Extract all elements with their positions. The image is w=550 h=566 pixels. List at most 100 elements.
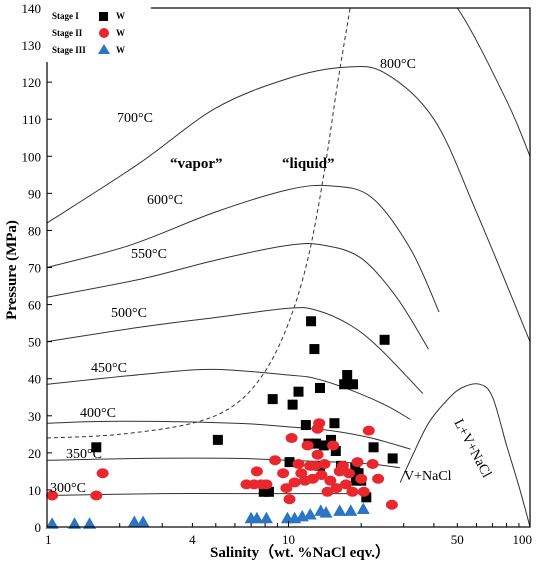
- y-tick-label-130: 130: [22, 38, 42, 53]
- point-stage-2-26: [321, 486, 334, 497]
- point-stage-1-25: [353, 468, 364, 479]
- axes: 0 10 20 30 40 50 60 70 80 90 100 110 120 130 140 1 4 10 50…: [22, 1, 533, 547]
- point-stage-3-16: [356, 502, 370, 514]
- legend-stage-2-marker: [99, 28, 109, 38]
- point-stage-2-38: [362, 425, 375, 436]
- point-stage-1-8: [300, 420, 311, 431]
- label-l-v-nacl: L+V+NaCl: [450, 417, 493, 481]
- label-300c: 300°C: [50, 481, 86, 496]
- legend-stage-3-label: Stage III: [52, 45, 86, 55]
- point-stage-2-13: [288, 477, 301, 488]
- isotherm-600c: [47, 184, 440, 313]
- point-stage-1-3: [267, 394, 278, 405]
- point-stage-3-3: [127, 515, 141, 527]
- point-stage-2-14: [292, 458, 305, 469]
- point-stage-2-34: [346, 486, 359, 497]
- point-stage-2-2: [96, 468, 109, 479]
- label-350c: 350°C: [66, 447, 102, 462]
- label-450c: 450°C: [91, 361, 127, 376]
- y-tick-label-70: 70: [28, 261, 41, 276]
- point-stage-3-13: [319, 506, 333, 518]
- label-vapor: “vapor”: [170, 156, 223, 172]
- point-stage-1-15: [318, 440, 329, 451]
- point-stage-3-7: [259, 511, 273, 524]
- point-stage-3-11: [303, 508, 317, 520]
- y-tick-label-100: 100: [22, 149, 42, 164]
- point-stage-3-1: [68, 517, 82, 529]
- point-stage-1-20: [339, 379, 350, 390]
- point-stage-2-1: [90, 490, 103, 501]
- point-stage-1-22: [348, 379, 359, 390]
- point-stage-1-10: [306, 316, 317, 327]
- point-stage-2-7: [260, 479, 273, 490]
- y-tick-label-0: 0: [35, 520, 42, 535]
- label-600c: 600°C: [147, 193, 183, 208]
- isotherm-500c: [47, 307, 424, 394]
- y-axis-title: Pressure (MPa): [4, 220, 20, 320]
- point-stage-3-14: [333, 504, 347, 516]
- label-800c: 800°C: [380, 57, 416, 72]
- point-stage-2-20: [309, 460, 322, 471]
- label-v-nacl: V+NaCl: [404, 469, 452, 484]
- y-tick-label-20: 20: [28, 446, 41, 461]
- label-550c: 550°C: [131, 247, 167, 262]
- legend-stage-1-mineral: W: [116, 11, 125, 21]
- point-stage-2-33: [342, 468, 355, 479]
- point-stage-2-35: [351, 457, 364, 468]
- point-stage-1-11: [309, 344, 320, 355]
- point-stage-2-27: [324, 475, 337, 486]
- point-stage-1-5: [284, 457, 295, 468]
- point-stage-1-6: [287, 399, 298, 410]
- point-stage-2-8: [269, 455, 282, 466]
- point-stage-1-30: [387, 453, 398, 464]
- legend-box: [46, 4, 151, 62]
- data-points: [45, 316, 398, 529]
- legend-stage-3-marker: [98, 44, 110, 54]
- legend-stage-1-marker: [99, 12, 108, 21]
- point-stage-2-10: [280, 483, 293, 494]
- legend-stage-2-label: Stage II: [52, 28, 83, 38]
- point-stage-2-36: [355, 473, 368, 484]
- point-stage-3-15: [344, 504, 358, 516]
- point-stage-1-16: [326, 434, 337, 445]
- point-stage-1-4: [263, 486, 274, 497]
- point-stage-1-29: [379, 334, 390, 345]
- point-stage-2-17: [301, 440, 314, 451]
- point-stage-1-0: [91, 442, 102, 453]
- legend-stage-2-mineral: W: [116, 28, 125, 38]
- point-stage-2-37: [357, 486, 370, 497]
- y-tick-label-30: 30: [28, 409, 41, 424]
- y-tick-label-50: 50: [28, 335, 41, 350]
- point-stage-1-7: [293, 386, 304, 397]
- point-stage-2-40: [372, 473, 385, 484]
- y-tick-label-110: 110: [22, 112, 41, 127]
- point-stage-3-6: [250, 511, 264, 524]
- label-400c: 400°C: [80, 406, 116, 421]
- legend-stage-3-mineral: W: [116, 45, 125, 55]
- isotherm-800c: [334, 8, 530, 157]
- plot-frame: [46, 7, 531, 528]
- point-stage-2-29: [330, 483, 343, 494]
- y-tick-label-10: 10: [28, 483, 41, 498]
- y-tick-label-80: 80: [28, 223, 41, 238]
- point-stage-2-21: [311, 449, 324, 460]
- isotherm-550c: [47, 243, 429, 350]
- point-stage-1-12: [311, 438, 322, 449]
- point-stage-2-11: [283, 494, 296, 505]
- point-stage-3-4: [136, 515, 150, 527]
- x-tick-label-50: 50: [451, 532, 464, 547]
- y-tick-label-120: 120: [22, 75, 42, 90]
- point-stage-2-23: [313, 418, 326, 429]
- point-stage-2-28: [327, 440, 340, 451]
- point-stage-1-2: [258, 486, 269, 497]
- vapor-liquid-boundary: [47, 8, 351, 439]
- point-stage-1-27: [361, 492, 372, 503]
- label-500c: 500°C: [111, 306, 147, 321]
- legend: Stage I W Stage II W Stage III W: [46, 4, 151, 62]
- isotherm-700c: [47, 65, 530, 342]
- legend-stage-1-label: Stage I: [52, 11, 79, 21]
- point-stage-2-5: [250, 466, 263, 477]
- x-tick-label-100: 100: [513, 532, 533, 547]
- y-tick-label-90: 90: [28, 186, 41, 201]
- x-axis-title: Salinity（wt. %NaCl eqv.）: [210, 543, 390, 561]
